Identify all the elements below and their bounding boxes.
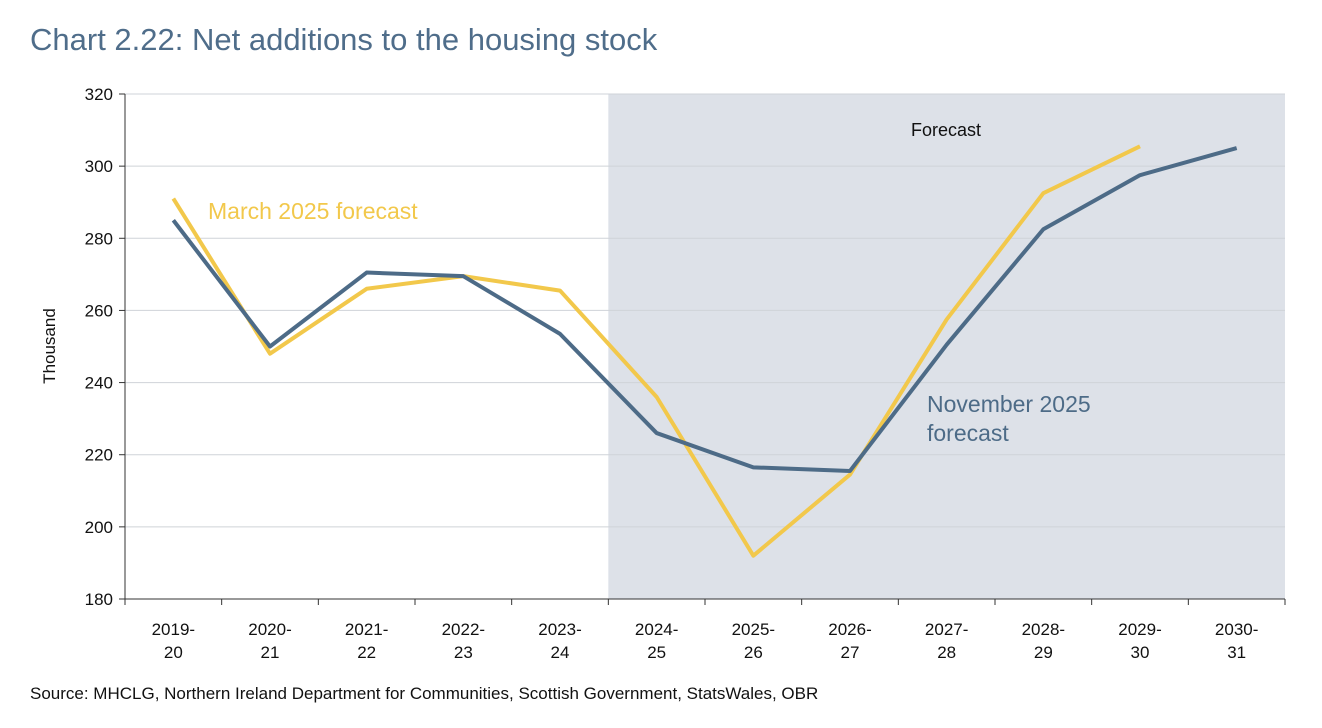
x-tick-label: 26 bbox=[744, 643, 763, 662]
x-tick-label: 27 bbox=[841, 643, 860, 662]
legend-march-2025: March 2025 forecast bbox=[208, 198, 418, 224]
x-tick-label: 22 bbox=[357, 643, 376, 662]
y-tick-label: 240 bbox=[85, 374, 113, 393]
y-tick-label: 260 bbox=[85, 301, 113, 320]
source-note: Source: MHCLG, Northern Ireland Departme… bbox=[30, 684, 819, 703]
y-tick-label: 320 bbox=[85, 85, 113, 104]
x-tick-label: 2026- bbox=[828, 620, 871, 639]
x-tick-label: 24 bbox=[551, 643, 570, 662]
x-tick-label: 2029- bbox=[1118, 620, 1161, 639]
x-tick-label: 20 bbox=[164, 643, 183, 662]
x-tick-label: 25 bbox=[647, 643, 666, 662]
x-tick-label: 2021- bbox=[345, 620, 388, 639]
x-tick-label: 2024- bbox=[635, 620, 678, 639]
x-tick-label: 30 bbox=[1131, 643, 1150, 662]
series-line-november-2025 bbox=[171, 146, 1238, 473]
x-tick-label: 2020- bbox=[248, 620, 291, 639]
x-tick-label: 2023- bbox=[538, 620, 581, 639]
x-tick-label: 23 bbox=[454, 643, 473, 662]
legend-november-2025-cont: forecast bbox=[927, 420, 1009, 446]
x-tick-label: 31 bbox=[1227, 643, 1246, 662]
x-tick-label: 28 bbox=[937, 643, 956, 662]
x-tick-label: 29 bbox=[1034, 643, 1053, 662]
y-tick-label: 180 bbox=[85, 590, 113, 609]
x-tick-label: 2022- bbox=[442, 620, 485, 639]
y-axis-label: Thousand bbox=[40, 308, 59, 384]
x-tick-label: 2027- bbox=[925, 620, 968, 639]
y-tick-label: 200 bbox=[85, 518, 113, 537]
x-tick-label: 2019- bbox=[152, 620, 195, 639]
x-tick-label: 2028- bbox=[1022, 620, 1065, 639]
legend-november-2025: November 2025 bbox=[927, 391, 1091, 417]
x-tick-label: 21 bbox=[261, 643, 280, 662]
x-tick-label: 2030- bbox=[1215, 620, 1258, 639]
x-tick-label: 2025- bbox=[732, 620, 775, 639]
y-tick-label: 280 bbox=[85, 229, 113, 248]
y-tick-label: 300 bbox=[85, 157, 113, 176]
forecast-label: Forecast bbox=[911, 120, 981, 140]
chart-title: Chart 2.22: Net additions to the housing… bbox=[30, 22, 658, 57]
y-tick-label: 220 bbox=[85, 446, 113, 465]
